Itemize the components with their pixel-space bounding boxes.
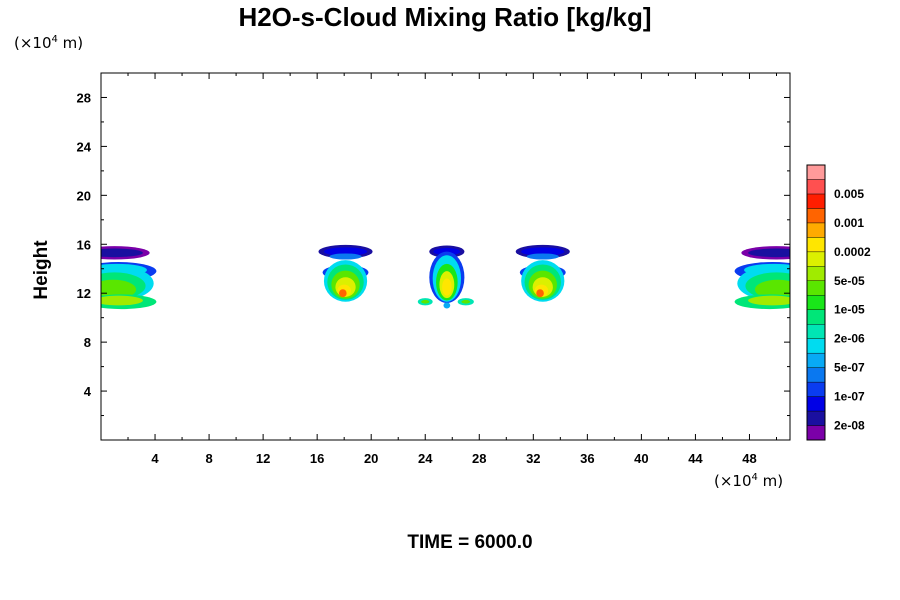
x-tick-label: 28 [472, 451, 486, 466]
cloud-left-edge-body-inner [101, 279, 137, 300]
colorbar-swatch [806, 352, 826, 368]
x-tick-label: 16 [310, 451, 324, 466]
x-unit-exponent: 4 [751, 472, 758, 483]
colorbar-swatch [806, 324, 826, 339]
x-unit-prefix: (×10 [714, 472, 752, 490]
y-unit-prefix: (×10 [14, 34, 52, 52]
cloud-center-left-lobe-core [421, 299, 430, 304]
x-tick-label: 8 [205, 451, 212, 466]
cloud-x33-anvil-inner [521, 247, 565, 256]
cloud-right-edge-body-inner [754, 279, 790, 300]
colorbar-swatch [806, 280, 826, 296]
colorbar-label: 5e-07 [834, 361, 865, 375]
y-tick-label: 8 [84, 335, 91, 350]
cloud-x18-anvil-inner [323, 247, 368, 256]
y-tick-label: 20 [77, 188, 91, 203]
y-unit-exponent: 4 [51, 34, 58, 45]
colorbar-swatch [806, 410, 826, 426]
y-tick-label: 4 [84, 384, 92, 399]
x-tick-label: 32 [526, 451, 540, 466]
colorbar-label: 1e-07 [834, 390, 865, 404]
x-tick-label: 4 [151, 451, 159, 466]
cloud-center-right-lobe-core [461, 299, 471, 304]
time-label: TIME = 6000.0 [407, 532, 533, 553]
colorbar-swatch [806, 251, 826, 267]
colorbar-swatch [806, 164, 826, 180]
colorbar-swatch [806, 367, 826, 383]
x-unit-suffix: m) [757, 472, 784, 490]
colorbar-swatch [806, 179, 826, 195]
x-tick-label: 48 [742, 451, 756, 466]
colorbar-swatch [806, 309, 826, 325]
y-unit-suffix: m) [57, 34, 84, 52]
colorbar-swatch [806, 381, 826, 397]
colorbar-swatch [806, 338, 826, 354]
cloud-left-edge-base-inner [101, 295, 143, 306]
colorbar-label: 2e-08 [834, 419, 865, 433]
colorbar-label: 0.0002 [834, 245, 871, 259]
x-tick-label: 44 [688, 451, 703, 466]
colorbar-label: 0.001 [834, 216, 864, 230]
cloud-center-stem [443, 302, 451, 309]
cloud-left-edge-anvil-inner [101, 248, 143, 258]
colorbar-swatch [806, 237, 826, 253]
x-axis-unit: (×104 m) [714, 472, 783, 490]
cloud-x18-core [339, 289, 347, 298]
y-tick-label: 28 [77, 90, 91, 105]
y-tick-label: 12 [77, 286, 91, 301]
cloud-x18-anvil-base [329, 253, 362, 260]
cloud-x33-anvil-base [526, 253, 559, 260]
colorbar-swatch [806, 295, 826, 310]
colorbar: 0.005 0.001 0.0002 5e-05 1e-05 2e-06 5e-07 1e-0… [806, 164, 871, 441]
cloud-right-edge-base-inner [748, 295, 790, 306]
chart-title: H2O-s-Cloud Mixing Ratio [kg/kg] [238, 2, 652, 32]
cloud-center-core [442, 278, 452, 296]
colorbar-frame [806, 164, 826, 441]
cloud-x33-core [536, 289, 544, 298]
colorbar-label: 0.005 [834, 187, 864, 201]
colorbar-label: 2e-06 [834, 332, 865, 346]
cloud-right-edge-anvil-inner [748, 248, 790, 258]
cloud-field [101, 244, 790, 310]
colorbar-swatch [806, 193, 826, 209]
colorbar-label: 5e-05 [834, 274, 865, 288]
colorbar-swatch [806, 266, 826, 281]
y-tick-label: 16 [77, 237, 91, 252]
colorbar-swatch [806, 208, 826, 224]
colorbar-swatch [806, 396, 826, 412]
x-tick-label: 12 [256, 451, 270, 466]
colorbar-swatch [806, 425, 826, 441]
colorbar-swatch [806, 222, 826, 238]
y-axis-unit: (×104 m) [14, 34, 83, 52]
y-tick-label: 24 [77, 139, 92, 154]
x-tick-label: 36 [580, 451, 594, 466]
x-tick-label: 40 [634, 451, 648, 466]
x-tick-label: 24 [418, 451, 433, 466]
x-tick-label: 20 [364, 451, 378, 466]
plot-frame [100, 72, 791, 441]
colorbar-label: 1e-05 [834, 303, 865, 317]
